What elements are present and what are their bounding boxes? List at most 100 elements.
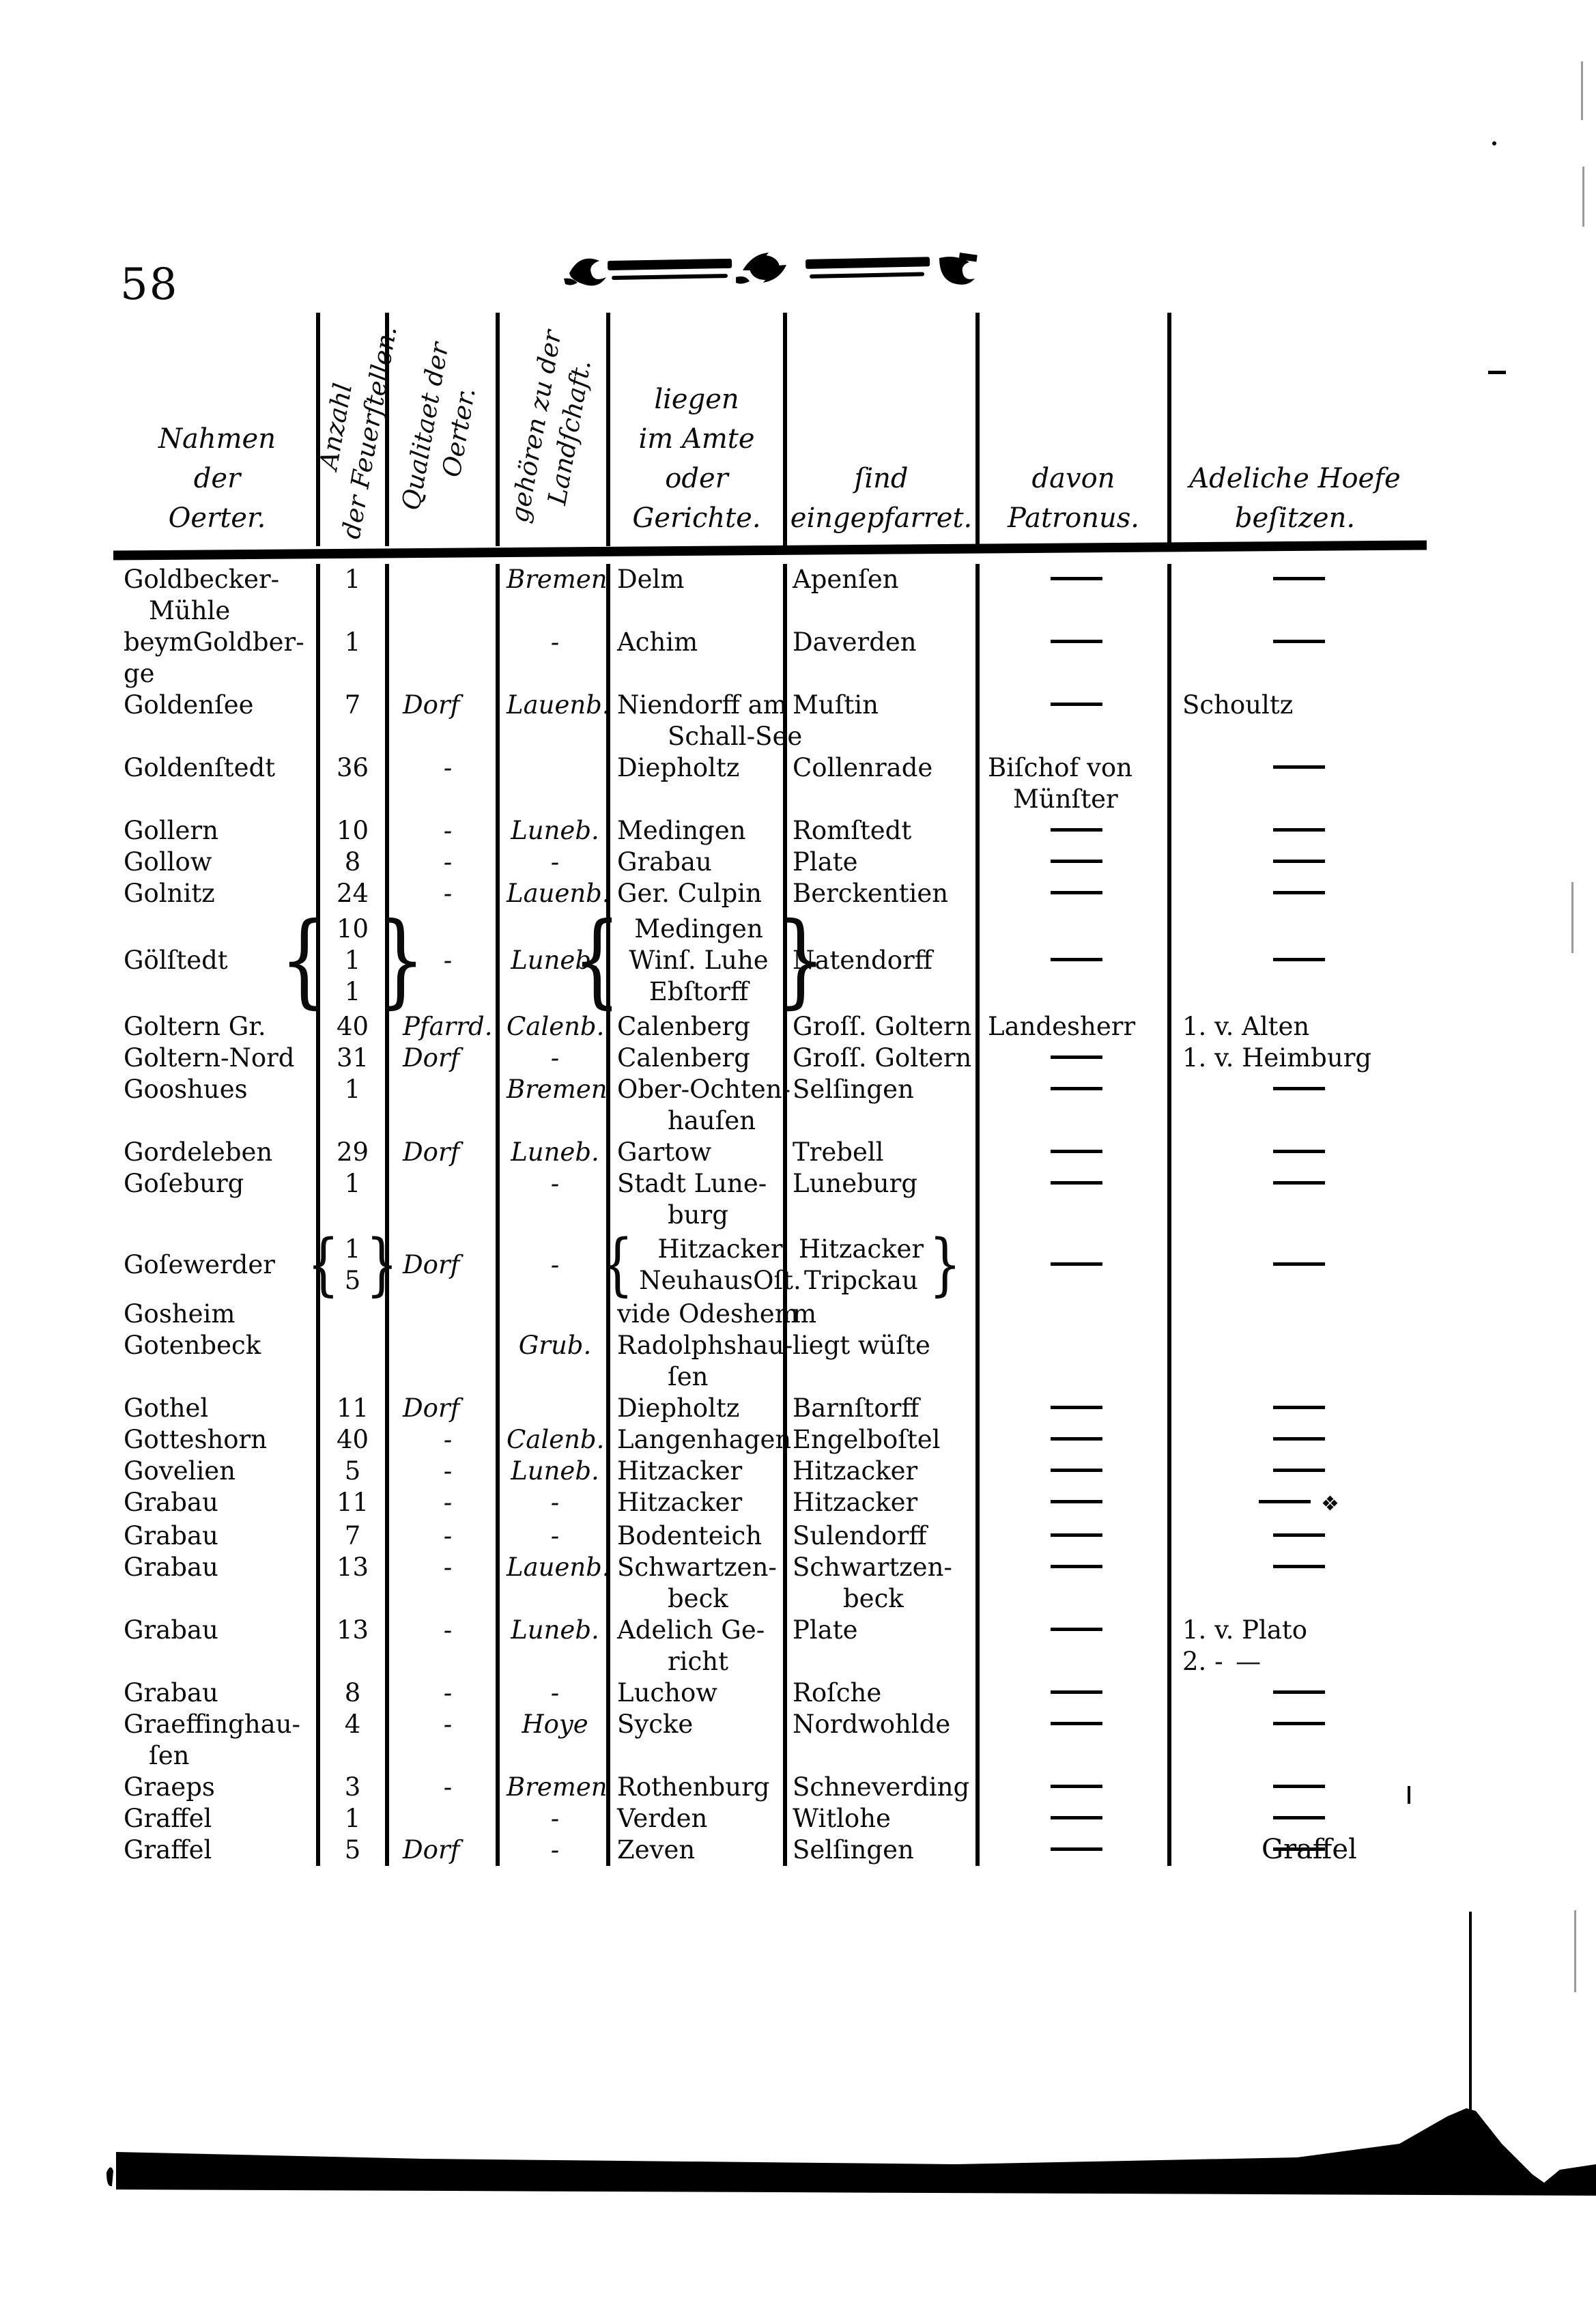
cell-amte: Ober-Ochten- hauſen [606, 1074, 790, 1137]
em-dash-mark [1273, 828, 1325, 832]
cell-anzahl: 40 [316, 1424, 385, 1456]
cell-patronus [975, 1834, 1167, 1866]
cell-qualitaet: - [385, 1708, 496, 1772]
cell-adeliche [1167, 909, 1419, 1011]
cell-patronus [975, 1299, 1167, 1330]
column-header-landschaft: gehören zu der Landſchaft. [496, 313, 606, 546]
table-row: Golnitz 24- Lauenb. Ger. Culpin Berckentien [118, 878, 1419, 909]
cell-eingepfarret: Hitzacker [783, 1456, 975, 1487]
table-header-row: Nahmen der Oerter. Anzahl der Feuerſtelle… [118, 313, 1419, 546]
table-row: Grabau 13- Luneb. Adelich Ge- richt Plate 1. … [118, 1614, 1419, 1677]
cell-patronus [975, 1137, 1167, 1168]
em-dash-mark [1050, 1815, 1102, 1819]
cell-landschaft: - [496, 1168, 606, 1231]
brace-left: { [307, 1225, 339, 1304]
cell-patronus [975, 1043, 1167, 1074]
cell-name: Goldenſtedt [124, 753, 276, 782]
em-dash-mark [1273, 1847, 1325, 1851]
cell-patronus [975, 1231, 1167, 1299]
cell-amte: Calenberg [606, 1011, 783, 1043]
em-dash-mark [1273, 1262, 1325, 1266]
column-header-label: gehören zu der Landſchaft. [504, 328, 597, 525]
em-dash-mark [1273, 1690, 1325, 1694]
table-row: Govelien 5- Luneb. Hitzacker Hitzacker [118, 1456, 1419, 1487]
cell-patronus [975, 564, 1167, 627]
cell-eingepfarret: Hitzacker Tripckau} [783, 1231, 975, 1299]
cell-qualitaet [385, 1074, 496, 1137]
em-dash-mark [1050, 1533, 1102, 1537]
cell-anzahl: 3 [316, 1771, 385, 1803]
cell-landschaft [496, 752, 606, 815]
cell-patronus [975, 878, 1167, 909]
cell-amte: vide Odeshem [606, 1299, 799, 1330]
cell-amte: Zeven [606, 1834, 783, 1866]
scan-speck [1492, 141, 1496, 145]
cell-amte: Adelich Ge- richt [606, 1614, 783, 1677]
page-edge-mark [1571, 882, 1573, 953]
brace-right: } [366, 1225, 399, 1304]
cell-anzahl: 7 [316, 1520, 385, 1552]
cell-amte: {Medingen Winſ. Luhe Ebſtorff} [572, 901, 825, 1019]
cell-landschaft: - [496, 627, 606, 690]
cell-eingepfarret: liegt wüſte [783, 1330, 975, 1393]
cell-qualitaet: - [385, 752, 496, 815]
em-dash-mark [1050, 1087, 1102, 1090]
table-row: Graffel 1 - Verden Witlohe [118, 1802, 1419, 1834]
cell-anzahl: 4 [316, 1708, 385, 1772]
cell-adeliche [1167, 878, 1419, 909]
cell-patronus [975, 1677, 1167, 1709]
em-dash-mark [1050, 1262, 1102, 1266]
cell-name: Gollow [124, 847, 212, 877]
cell-qualitaet: - [385, 1551, 496, 1615]
cell-eingepfarret: Groſſ. Goltern [783, 1011, 975, 1043]
cell-eingepfarret: Natendorff [783, 909, 975, 1011]
cell-patronus [975, 1802, 1167, 1834]
cell-name: Goldenſee [124, 690, 254, 720]
table-row: Grabau 11- - Hitzacker Hitzacker ❖ [118, 1487, 1419, 1520]
scan-artifact-bottom [106, 1912, 1596, 2196]
em-dash-mark [1050, 1181, 1102, 1185]
cell-anzahl [316, 1330, 385, 1393]
cell-eingepfarret: Schneverding [783, 1771, 975, 1803]
em-dash-mark [1273, 1150, 1325, 1153]
em-dash-mark [1050, 1721, 1102, 1725]
em-dash-mark [1273, 1469, 1325, 1472]
cell-amte: {Hitzacker NeuhausOſt. [601, 1225, 801, 1304]
cell-eingepfarret: Nordwohlde [783, 1708, 975, 1772]
em-dash-mark [1050, 891, 1102, 894]
cell-eingepfarret: Plate [783, 847, 975, 878]
cell-name: Graffel [124, 1834, 212, 1865]
em-dash-mark [1050, 577, 1102, 580]
column-header-amte: liegen im Amte oder Gerichte. [606, 313, 783, 546]
cell-landschaft: Lauenb. [496, 1551, 610, 1615]
cell-anzahl [316, 1299, 385, 1330]
cell-amte: Niendorff am Schall-See [606, 690, 802, 752]
em-dash-mark [1273, 1815, 1325, 1819]
cell-patronus [975, 1708, 1167, 1772]
cell-eingepfarret: Berckentien [783, 878, 975, 909]
cell-patronus [975, 1074, 1167, 1137]
cell-eingepfarret: Groſſ. Goltern [783, 1043, 975, 1074]
em-dash-mark [1273, 1181, 1325, 1185]
cell-anzahl: 1 [316, 564, 385, 627]
em-dash-mark [1050, 1406, 1102, 1409]
cell-patronus [975, 627, 1167, 690]
table-row: Gosheim vide Odeshem m [118, 1299, 1419, 1330]
column-header-label: liegen im Amte oder Gerichte. [632, 384, 761, 534]
em-dash-mark [1050, 1564, 1102, 1568]
cell-adeliche [1167, 1330, 1419, 1393]
cell-name: Grabau [124, 1488, 218, 1517]
column-header-label: davon Patronus. [1007, 463, 1139, 534]
cell-name: Gooshues [124, 1075, 248, 1104]
page-edge-mark [1582, 167, 1584, 227]
em-dash-mark [1273, 640, 1325, 643]
fleuron-icon: ❖ [1311, 1492, 1339, 1516]
cell-qualitaet: Dorf [385, 690, 496, 752]
cell-name: Grabau [124, 1677, 218, 1707]
em-dash-mark [1050, 1437, 1102, 1441]
cell-landschaft: Bremen [496, 1074, 608, 1137]
table-row: Graffel 5 Dorf - Zeven Selſingen [118, 1834, 1419, 1866]
table-row: Goldbecker- Mühle 1 Bremen Delm Apenſen [118, 564, 1419, 627]
cell-landschaft: Bremen [496, 564, 608, 627]
